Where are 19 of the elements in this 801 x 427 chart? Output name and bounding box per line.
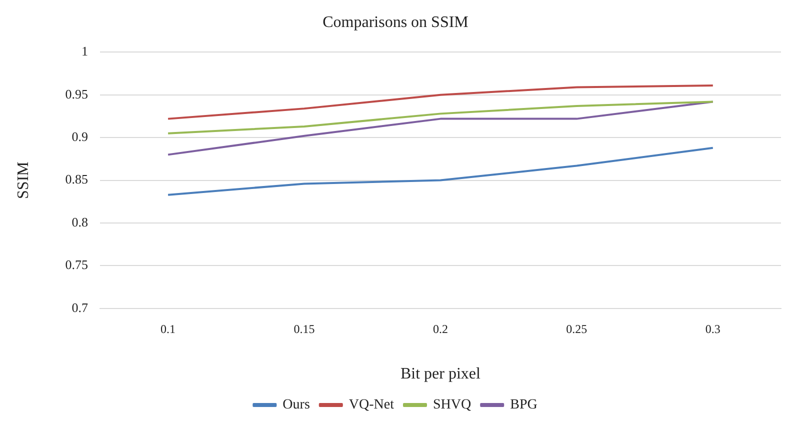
y-tick-label: 1 — [81, 44, 88, 59]
legend-label: SHVQ — [432, 398, 472, 413]
x-tick-label: 0.1 — [160, 322, 176, 336]
y-tick-label: 0.7 — [72, 300, 88, 315]
y-tick-label: 0.9 — [72, 129, 88, 144]
x-tick-label: 0.25 — [566, 322, 588, 336]
y-tick-label: 0.95 — [65, 86, 88, 102]
chart-title: Comparisons on SSIM — [322, 14, 468, 31]
y-tick-label: 0.85 — [65, 172, 88, 187]
legend-label: VQ-Net — [348, 398, 394, 413]
x-tick-label: 0.15 — [294, 322, 315, 336]
x-tick-label: 0.3 — [705, 322, 720, 336]
x-axis-title: Bit per pixel — [400, 366, 482, 383]
x-tick-label: 0.2 — [432, 322, 448, 336]
y-tick-label: 0.8 — [72, 214, 88, 230]
legend-label: Ours — [282, 398, 310, 413]
legend-label: BPG — [510, 398, 538, 413]
y-axis-title: SSIM — [14, 162, 32, 199]
y-tick-label: 0.75 — [65, 257, 88, 272]
